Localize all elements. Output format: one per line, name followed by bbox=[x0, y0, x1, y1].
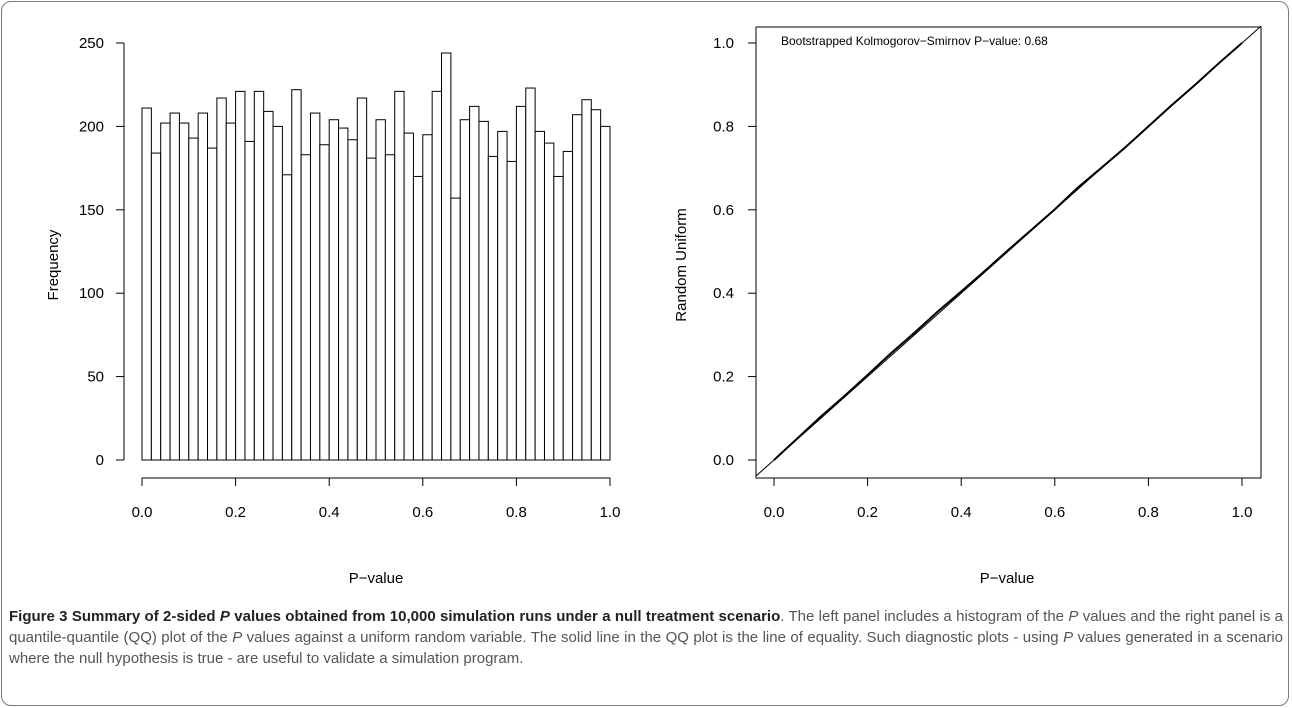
histogram-bar bbox=[300, 154, 311, 461]
histogram-x-tick-label: 0.4 bbox=[319, 504, 340, 521]
qq-y-tick-label: 0.0 bbox=[713, 452, 734, 469]
histogram-bar bbox=[543, 142, 555, 461]
histogram-bar bbox=[431, 90, 443, 461]
histogram-bar bbox=[281, 174, 293, 461]
histogram-bar bbox=[394, 90, 405, 461]
histogram-bar bbox=[178, 122, 190, 461]
histogram-bar bbox=[581, 99, 592, 461]
histogram-x-axis-label: P−value bbox=[349, 570, 404, 587]
histogram-bar bbox=[515, 105, 527, 461]
histogram-bar bbox=[319, 144, 330, 461]
qq-x-tick-label: 0.8 bbox=[1138, 504, 1159, 521]
histogram-x-tick-label: 0.8 bbox=[506, 504, 527, 521]
histogram-bar bbox=[366, 157, 377, 461]
histogram-bar bbox=[572, 114, 583, 461]
histogram-bar bbox=[525, 87, 536, 461]
histogram-bar bbox=[263, 110, 274, 461]
histogram-y-axis-label: Frequency bbox=[45, 229, 62, 300]
histogram-bar bbox=[169, 112, 180, 461]
histogram-y-tick-label: 100 bbox=[79, 285, 104, 302]
qq-x-tick-label: 1.0 bbox=[1232, 504, 1253, 521]
histogram-bar bbox=[506, 160, 517, 461]
histogram-bar bbox=[534, 130, 545, 461]
qq-y-tick-label: 1.0 bbox=[713, 35, 734, 52]
histogram-bar bbox=[562, 150, 574, 461]
histogram-bar bbox=[338, 127, 349, 461]
histogram-bar bbox=[244, 140, 255, 461]
histogram-bar bbox=[375, 119, 386, 461]
histogram-y-tick-label: 200 bbox=[79, 118, 104, 135]
qq-y-tick-label: 0.8 bbox=[713, 118, 734, 135]
qq-y-tick-label: 0.4 bbox=[713, 285, 734, 302]
histogram-x-tick-label: 0.6 bbox=[412, 504, 433, 521]
histogram-bar bbox=[207, 147, 218, 461]
caption-title: Figure 3 Summary of 2-sided P values obt… bbox=[9, 608, 781, 625]
histogram-bar bbox=[253, 90, 265, 461]
histogram-bar bbox=[497, 130, 508, 461]
histogram-chart: Frequency P−value 0 50 100 150 200 250 0.0 0.2 0… bbox=[45, 35, 621, 587]
qq-y-axis-label: Random Uniform bbox=[673, 208, 690, 321]
histogram-bar bbox=[487, 155, 499, 461]
histogram-y-tick-label: 50 bbox=[87, 369, 104, 386]
qq-x-tick-label: 0.6 bbox=[1044, 504, 1065, 521]
histogram-bar bbox=[590, 109, 602, 461]
histogram-bar bbox=[160, 122, 171, 461]
ks-annotation: Bootstrapped Kolmogorov−Smirnov P−value:… bbox=[781, 34, 1048, 48]
histogram-bar bbox=[600, 125, 611, 461]
histogram-bar bbox=[384, 154, 396, 461]
histogram-bar bbox=[235, 90, 246, 461]
histogram-y-tick-label: 250 bbox=[79, 35, 104, 52]
histogram-bar bbox=[459, 119, 471, 461]
histogram-bar bbox=[422, 134, 433, 461]
histogram-bar bbox=[412, 175, 424, 461]
histogram-bar bbox=[347, 139, 358, 461]
histogram-bar bbox=[450, 197, 461, 461]
histogram-bar bbox=[469, 105, 480, 461]
qq-y-tick-label: 0.2 bbox=[713, 369, 734, 386]
qq-x-axis-label: P−value bbox=[980, 570, 1035, 587]
histogram-bar bbox=[141, 107, 152, 461]
figure-caption: Figure 3 Summary of 2-sided P values obt… bbox=[9, 608, 1284, 667]
histogram-y-tick-label: 150 bbox=[79, 202, 104, 219]
histogram-bar bbox=[291, 89, 302, 461]
histogram-bar bbox=[441, 52, 452, 461]
qq-x-tick-label: 0.0 bbox=[764, 504, 785, 521]
qq-plot-box bbox=[755, 26, 1262, 479]
histogram-bar bbox=[272, 125, 283, 461]
histogram-bar bbox=[225, 122, 237, 461]
qq-series-line bbox=[773, 42, 1243, 461]
histogram-bar bbox=[478, 120, 489, 461]
qq-plot-chart: Random Uniform P−value Bootstrapped Kolm… bbox=[673, 25, 1262, 587]
histogram-bar bbox=[403, 132, 414, 461]
qq-y-tick-label: 0.6 bbox=[713, 202, 734, 219]
histogram-bar bbox=[216, 97, 227, 461]
histogram-bar bbox=[356, 97, 368, 461]
histogram-bar bbox=[188, 137, 199, 461]
histogram-bar bbox=[328, 119, 340, 461]
histogram-bar bbox=[150, 152, 162, 461]
histogram-bar bbox=[309, 112, 321, 461]
histogram-bar bbox=[197, 112, 209, 461]
histogram-x-tick-label: 1.0 bbox=[600, 504, 621, 521]
qq-x-tick-label: 0.2 bbox=[857, 504, 878, 521]
histogram-x-tick-label: 0.0 bbox=[132, 504, 153, 521]
histogram-bar bbox=[553, 175, 564, 461]
histogram-y-tick-label: 0 bbox=[96, 452, 104, 469]
histogram-x-tick-label: 0.2 bbox=[225, 504, 246, 521]
qq-x-tick-label: 0.4 bbox=[951, 504, 972, 521]
